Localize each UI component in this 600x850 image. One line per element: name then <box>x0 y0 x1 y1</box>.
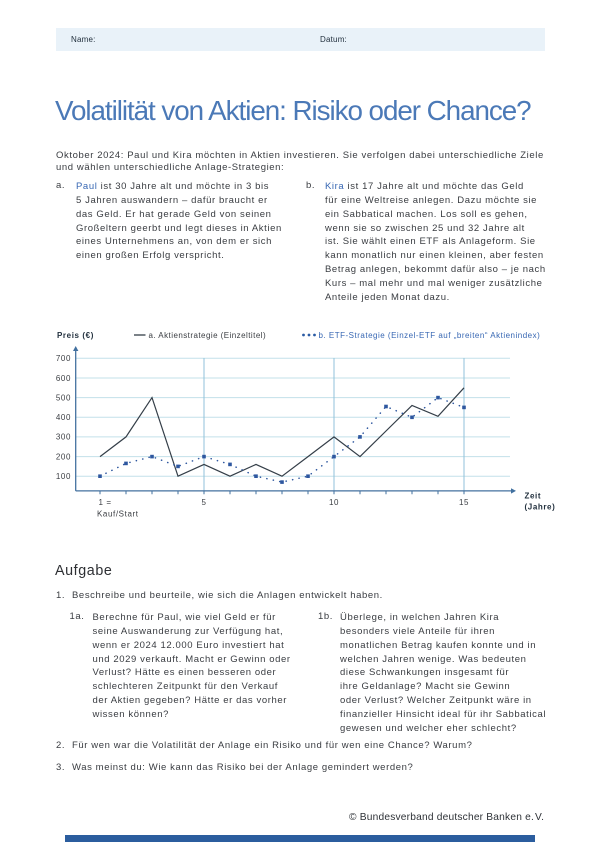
svg-text:a. Aktienstrategie (Einzeltite: a. Aktienstrategie (Einzeltitel) <box>149 331 267 340</box>
svg-text:Preis (€): Preis (€) <box>57 331 94 340</box>
svg-text:b. ETF-Strategie (Einzel-ETF a: b. ETF-Strategie (Einzel-ETF auf „breite… <box>319 331 541 340</box>
svg-text:600: 600 <box>56 374 71 383</box>
svg-text:10: 10 <box>329 498 339 507</box>
svg-text:300: 300 <box>56 433 71 442</box>
svg-text:Zeit: Zeit <box>525 492 542 501</box>
svg-text:5: 5 <box>202 498 207 507</box>
svg-text:15: 15 <box>459 498 469 507</box>
svg-text:400: 400 <box>56 413 71 422</box>
svg-text:100: 100 <box>56 472 71 481</box>
svg-text:(Jahre): (Jahre) <box>525 503 556 512</box>
svg-text:500: 500 <box>56 393 71 402</box>
svg-text:200: 200 <box>56 452 71 461</box>
svg-text:700: 700 <box>56 354 71 363</box>
svg-text:Kauf/Start: Kauf/Start <box>97 510 139 519</box>
svg-text:1 =: 1 = <box>99 498 112 507</box>
